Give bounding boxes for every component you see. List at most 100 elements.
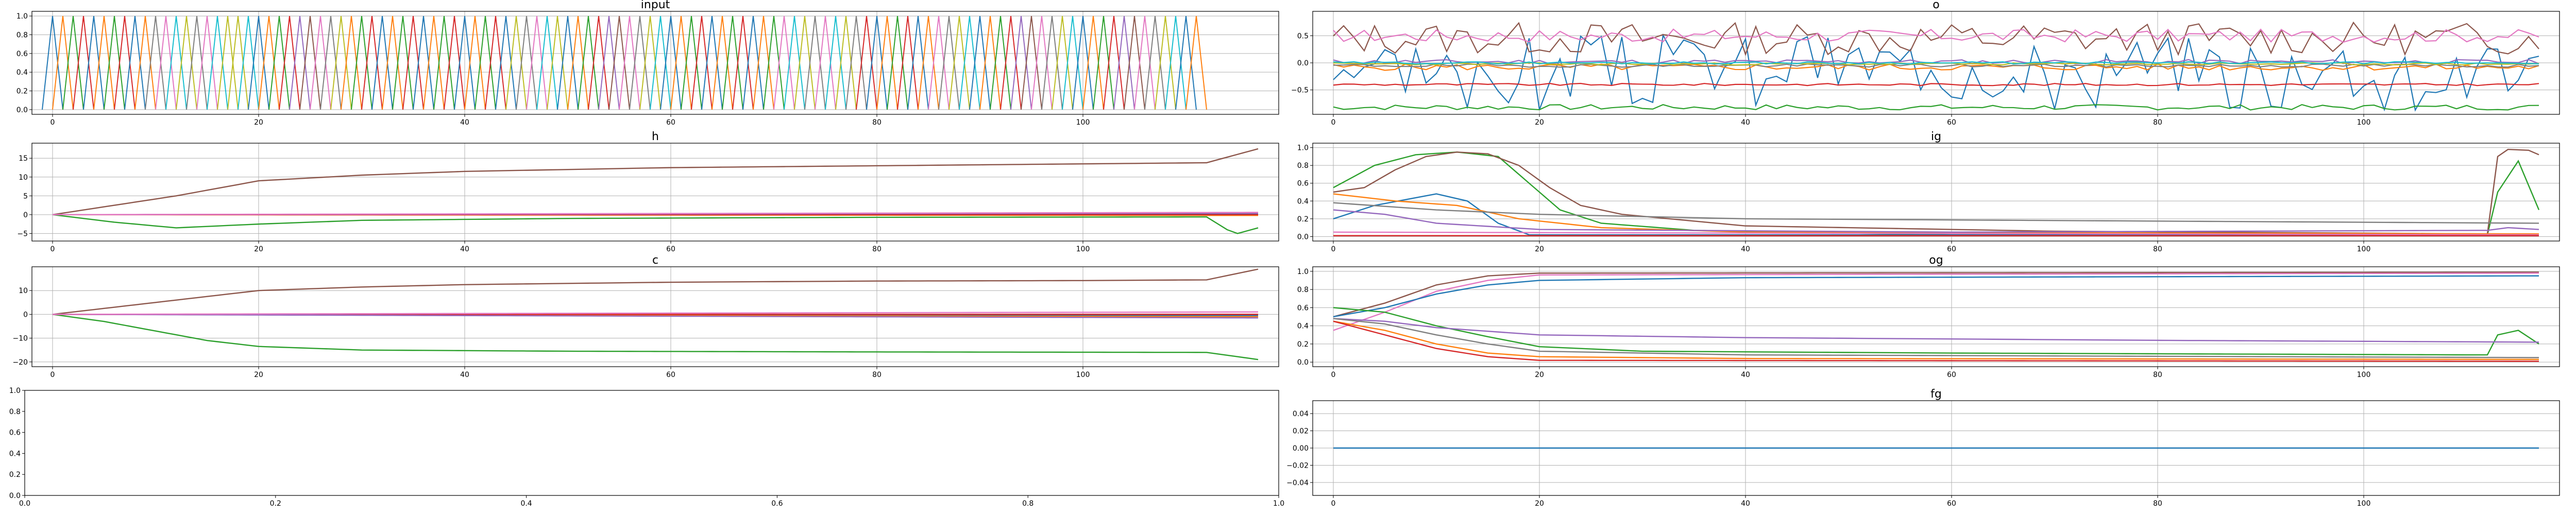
xtick-label: 40: [1741, 500, 1750, 508]
ytick-label: 15: [19, 154, 28, 163]
xtick-label: 100: [2357, 371, 2371, 379]
input-step-11: [155, 15, 177, 110]
ytick-label: 0.0: [16, 106, 28, 114]
input-step-56: [619, 15, 640, 110]
ytick-label: −0.5: [1291, 87, 1309, 95]
xtick-label: 0.0: [19, 500, 30, 508]
ytick-label: 0.4: [16, 68, 28, 77]
input-step-10: [145, 15, 166, 110]
xtick-label: 60: [666, 118, 675, 127]
ytick-label: 0.6: [16, 50, 28, 58]
xtick-label: 0: [1331, 371, 1336, 379]
input-step-85: [918, 15, 939, 110]
input-step-61: [670, 15, 692, 110]
ytick-label: 0.0: [9, 492, 21, 500]
xtick-label: 80: [872, 118, 882, 127]
input-step-23: [279, 15, 300, 110]
input-step-17: [217, 15, 239, 110]
input-step-48: [536, 15, 558, 110]
plot-area-input: [42, 15, 1207, 110]
panel-ig: 0 20 40 60 80 100 0.0 0.2 0.4 0.6 0.8 1.0 ig: [1297, 130, 2560, 253]
input-step-106: [1134, 15, 1156, 110]
series-o-3: [1333, 82, 2539, 87]
xtick-label: 0: [1331, 245, 1336, 253]
series-og-7: [1333, 320, 2539, 362]
input-step-111: [1185, 15, 1207, 110]
series-c-5: [52, 314, 1259, 319]
ytick-label: 0.8: [16, 31, 28, 39]
ytick-label: 10: [19, 287, 28, 295]
ytick-label: 0.0: [1297, 233, 1309, 241]
xtick-label: 20: [1535, 371, 1544, 379]
input-step-103: [1103, 15, 1125, 110]
xtick-label: 100: [1076, 245, 1090, 253]
input-step-80: [866, 15, 888, 110]
input-step-18: [227, 15, 249, 110]
panel-og: 0 20 40 60 80 100 0.0 0.2 0.4 0.6 0.8 1.0 og: [1297, 254, 2560, 379]
input-step-109: [1165, 15, 1187, 110]
input-step-20: [248, 15, 269, 110]
input-step-29: [341, 15, 362, 110]
series-og-2: [1333, 275, 2539, 318]
series-og-5: [1333, 318, 2539, 358]
panel-title-ig: ig: [1931, 130, 1941, 143]
xtick-label: 0.8: [1022, 500, 1033, 508]
ytick-label: 0.04: [1293, 410, 1309, 418]
input-step-44: [495, 15, 517, 110]
input-step-83: [897, 15, 919, 110]
xtick-label: 0: [50, 245, 55, 253]
panel-title-input: input: [641, 0, 670, 11]
plot-area-c: [52, 268, 1259, 360]
ytick-label: 0: [23, 211, 28, 219]
input-step-6: [104, 15, 125, 110]
input-step-91: [979, 15, 1001, 110]
input-step-95: [1021, 15, 1042, 110]
panel-input: 0 20 40 60 80 100 0.0 0.2 0.4 0.6 0.8 1.0 input: [16, 0, 1279, 127]
ytick-label: 0.8: [9, 408, 21, 416]
ytick-label: 0.4: [9, 450, 21, 458]
series-o-5: [1333, 21, 2539, 57]
input-step-31: [361, 15, 383, 110]
input-step-75: [815, 15, 836, 110]
ytick-label: 0.2: [9, 471, 21, 479]
ytick-label: −5: [17, 230, 28, 238]
series-ig-5: [1333, 231, 2539, 236]
input-step-27: [320, 15, 342, 110]
input-step-40: [454, 15, 476, 110]
xtick-label: 60: [666, 371, 675, 379]
input-step-101: [1082, 15, 1104, 110]
xtick-label: 80: [2153, 118, 2162, 127]
input-step-93: [1000, 15, 1022, 110]
input-step-7: [114, 15, 135, 110]
series-ig-7: [1333, 202, 2539, 224]
xtick-label: 100: [2357, 500, 2371, 508]
input-step-69: [753, 15, 774, 110]
input-step-15: [196, 15, 218, 110]
input-step-24: [289, 15, 311, 110]
ytick-label: 0.6: [1297, 304, 1309, 312]
ytick-label: 0.02: [1293, 427, 1309, 436]
input-step-107: [1144, 15, 1166, 110]
input-step-73: [794, 15, 816, 110]
xtick-label: 40: [460, 118, 469, 127]
input-step-102: [1093, 15, 1114, 110]
xtick-label: 80: [872, 371, 882, 379]
xtick-label: 20: [1535, 118, 1544, 127]
panel-title-h: h: [652, 130, 659, 143]
xtick-label: 40: [460, 371, 469, 379]
xtick-label: 100: [1076, 371, 1090, 379]
xtick-label: 0.4: [520, 500, 532, 508]
input-step-30: [351, 15, 372, 110]
panel-fg: 0 20 40 60 80 100 −0.04 −0.02 0.00 0.02 0.04 fg: [1286, 388, 2560, 508]
ytick-label: 0.2: [16, 88, 28, 96]
input-step-98: [1052, 15, 1073, 110]
series-o-1: [1333, 63, 2539, 71]
ytick-label: 0.2: [1297, 215, 1309, 224]
input-step-82: [887, 15, 908, 110]
input-step-21: [258, 15, 280, 110]
series-ig-1: [1333, 148, 2539, 235]
input-step-2: [62, 15, 84, 110]
xtick-label: 0: [1331, 500, 1336, 508]
input-step-34: [392, 15, 414, 110]
